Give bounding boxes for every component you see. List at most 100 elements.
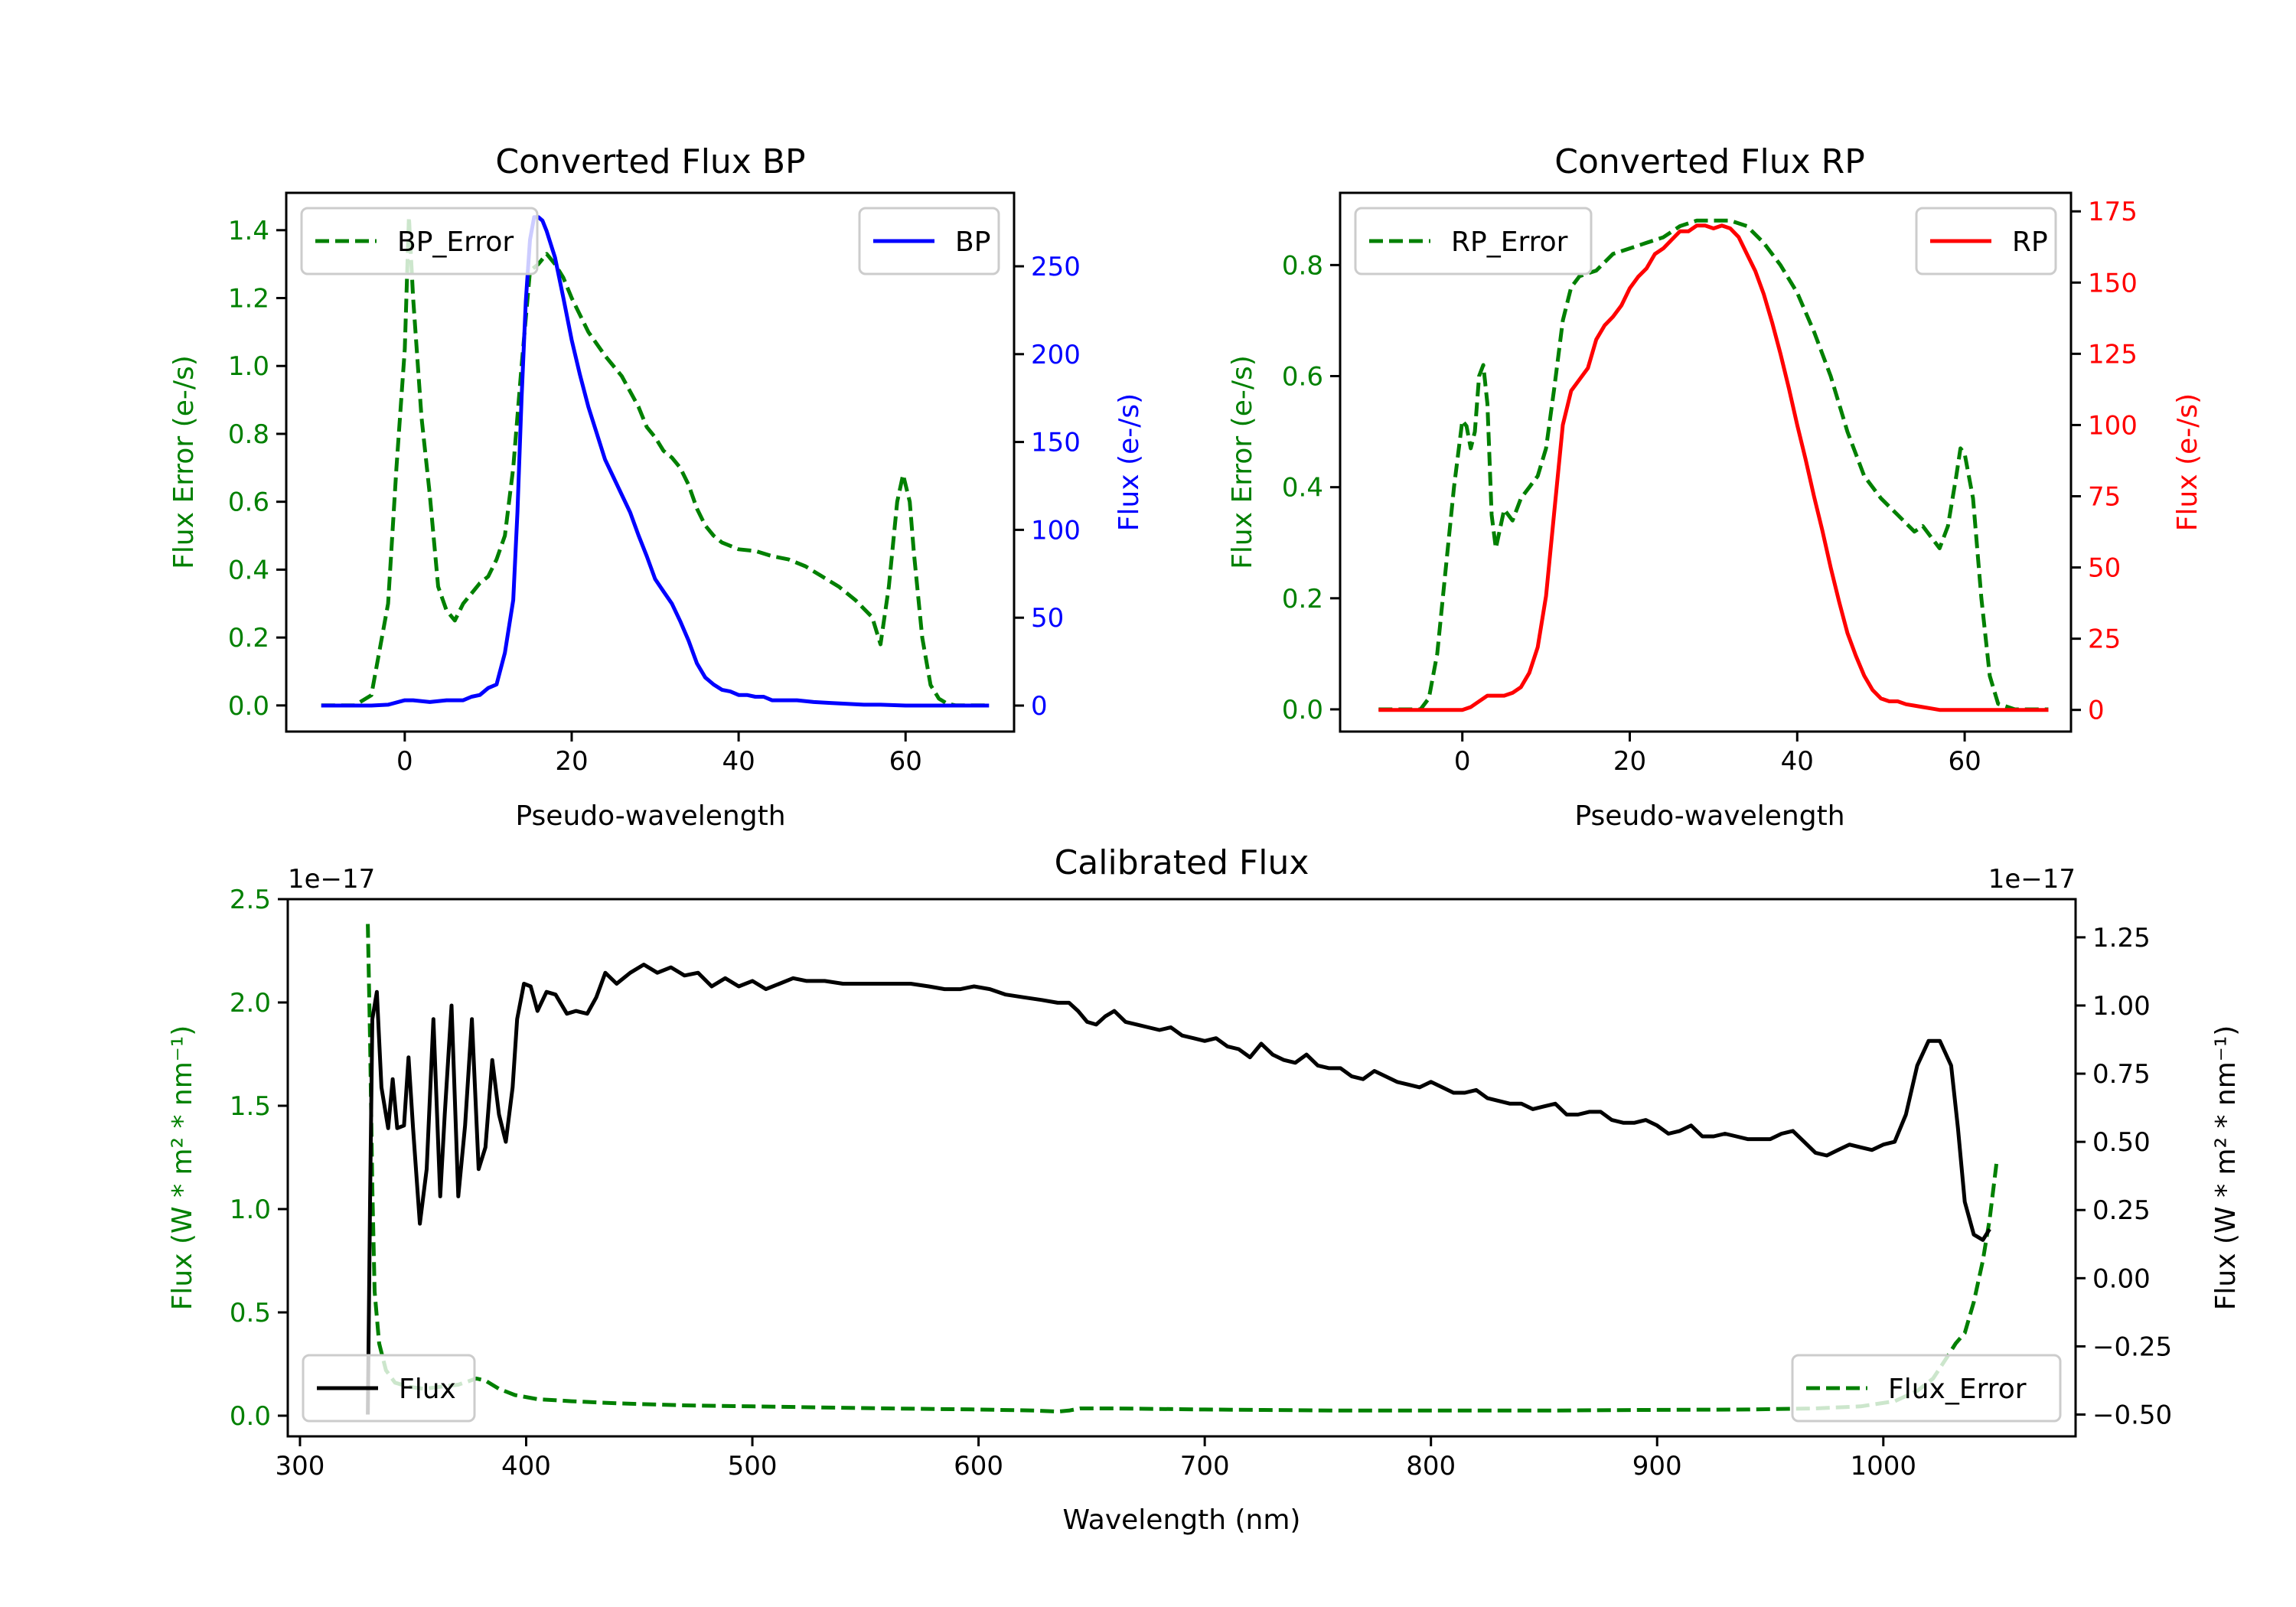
bp-legend-left: BP_Error <box>300 207 539 275</box>
rp-right-y-axis-label: Flux (e-/s) <box>2172 393 2203 531</box>
bp-right-y-tick-label: 150 <box>1031 428 1081 458</box>
calibrated-right-y-tick-label: −0.25 <box>2092 1332 2172 1362</box>
calibrated-right-y-tick-label: 0.75 <box>2092 1059 2151 1090</box>
calibrated-title: Calibrated Flux <box>1055 843 1309 882</box>
rp-x-tick-label: 20 <box>1613 746 1646 777</box>
calibrated-left-y-tick-label: 1.5 <box>230 1091 271 1122</box>
calibrated-right-y-tick-label: 0.25 <box>2092 1195 2151 1226</box>
rp-left-y-tick-label: 0.2 <box>1282 584 1323 614</box>
bp-left-y-tick-label: 0.6 <box>228 487 269 518</box>
rp-left-y-tick-label: 0.4 <box>1282 473 1323 504</box>
rp-subplot: Converted Flux RP 0 20 40 60 0.0 0.2 0.4 0.6 0.8… <box>1227 142 2203 832</box>
bp-right-y-axis-label: Flux (e-/s) <box>1114 393 1145 531</box>
rp-left-y-tick-label: 0.6 <box>1282 362 1323 393</box>
bp-subplot: Converted Flux BP 0 20 40 60 0.0 0.2 0.4 0.6 0.8… <box>168 142 1145 832</box>
bp-axes-frame <box>285 191 1016 733</box>
rp-line-rp <box>1378 223 2049 712</box>
bp-series-group <box>321 214 990 708</box>
calibrated-legend-left: Flux <box>302 1354 476 1423</box>
rp-right-y-tick-label: 75 <box>2088 481 2121 512</box>
rp-left-y-axis-label: Flux Error (e-/s) <box>1227 355 1258 569</box>
calibrated-x-tick-label: 1000 <box>1851 1451 1917 1482</box>
calibrated-right-y-tick-label: −0.50 <box>2092 1400 2172 1430</box>
rp-left-y-tick-label: 0.0 <box>1282 695 1323 725</box>
calibrated-plot-area: 300 400 500 600 700 800 900 1000 0.0 0.5 1.0 1.5 2.0… <box>230 885 2172 1482</box>
rp-line-rp-error <box>1378 218 2049 712</box>
bp-legend-right: BP <box>858 207 1000 275</box>
calibrated-axes-frame <box>286 898 2077 1438</box>
rp-right-y-tick-label: 0 <box>2088 696 2105 726</box>
rp-left-y-tick-label: 0.8 <box>1282 250 1323 281</box>
rp-x-tick-label: 60 <box>1948 746 1981 777</box>
bp-plot-area: 0 20 40 60 0.0 0.2 0.4 0.6 0.8 1.0 1.2 1.4 0 50 100 150… <box>228 191 1081 777</box>
bp-left-y-tick-label: 0.8 <box>228 419 269 450</box>
calibrated-right-y-tick-label: 1.00 <box>2092 991 2151 1022</box>
legend-box <box>1354 207 1593 275</box>
calibrated-x-tick-label: 800 <box>1406 1451 1456 1482</box>
rp-right-y-tick-label: 150 <box>2088 268 2138 298</box>
bp-right-y-tick-label: 0 <box>1031 691 1048 722</box>
calibrated-right-offset-label: 1e−17 <box>1988 864 2076 895</box>
legend-box <box>1791 1354 2062 1423</box>
bp-left-y-tick-label: 1.4 <box>228 216 269 246</box>
rp-right-y-tick-label: 50 <box>2088 553 2121 584</box>
calibrated-line-flux <box>366 963 1991 1415</box>
bp-x-tick-label: 60 <box>889 746 922 777</box>
calibrated-x-tick-label: 600 <box>954 1451 1003 1482</box>
bp-right-y-tick-label: 250 <box>1031 252 1081 282</box>
calibrated-x-tick-label: 500 <box>728 1451 778 1482</box>
rp-x-tick-label: 0 <box>1454 746 1471 777</box>
rp-x-tick-label: 40 <box>1781 746 1814 777</box>
rp-right-y-tick-label: 125 <box>2088 339 2138 370</box>
bp-left-y-tick-label: 1.2 <box>228 284 269 315</box>
bp-left-y-axis-label: Flux Error (e-/s) <box>168 355 200 569</box>
legend-label: BP <box>955 227 990 258</box>
calibrated-left-y-axis-label: Flux (W * m² * nm⁻¹) <box>167 1025 198 1311</box>
calibrated-right-y-axis-label: Flux (W * m² * nm⁻¹) <box>2210 1025 2242 1311</box>
calibrated-x-axis-label: Wavelength (nm) <box>1063 1504 1301 1536</box>
calibrated-x-tick-label: 400 <box>501 1451 551 1482</box>
bp-left-y-tick-label: 0.0 <box>228 691 269 722</box>
calibrated-x-tick-label: 900 <box>1632 1451 1682 1482</box>
bp-x-axis-label: Pseudo-wavelength <box>515 800 785 832</box>
bp-title: Converted Flux BP <box>495 142 805 181</box>
legend-label: RP_Error <box>1451 227 1568 258</box>
calibrated-right-y-tick-label: 0.00 <box>2092 1263 2151 1294</box>
rp-title: Converted Flux RP <box>1554 142 1865 181</box>
legend-label: RP <box>2012 227 2048 258</box>
bp-line-bp <box>321 215 990 708</box>
rp-right-y-tick-label: 175 <box>2088 197 2138 227</box>
calibrated-x-tick-label: 300 <box>276 1451 325 1482</box>
calibrated-left-y-tick-label: 0.0 <box>230 1401 271 1432</box>
calibrated-left-offset-label: 1e−17 <box>288 864 375 895</box>
rp-right-y-tick-label: 25 <box>2088 624 2121 655</box>
bp-x-tick-label: 0 <box>396 746 413 777</box>
calibrated-x-tick-label: 700 <box>1180 1451 1230 1482</box>
rp-axes-frame <box>1339 191 2073 733</box>
rp-right-y-tick-label: 100 <box>2088 410 2138 441</box>
bp-right-y-tick-label: 200 <box>1031 340 1081 370</box>
rp-legend-left: RP_Error <box>1354 207 1593 275</box>
calibrated-left-y-tick-label: 1.0 <box>230 1195 271 1225</box>
rp-series-group <box>1378 218 2049 712</box>
rp-plot-area: 0 20 40 60 0.0 0.2 0.4 0.6 0.8 0 25 50 75 100 125 150 17… <box>1282 191 2138 777</box>
calibrated-left-y-tick-label: 2.5 <box>230 885 271 915</box>
calibrated-left-y-tick-label: 2.0 <box>230 988 271 1019</box>
bp-x-tick-label: 40 <box>722 746 755 777</box>
rp-x-axis-label: Pseudo-wavelength <box>1574 800 1844 832</box>
legend-box <box>300 207 539 275</box>
bp-right-y-tick-label: 100 <box>1031 515 1081 546</box>
calibrated-legend-right: Flux_Error <box>1791 1354 2062 1423</box>
calibrated-right-y-tick-label: 0.50 <box>2092 1127 2151 1158</box>
bp-x-tick-label: 20 <box>555 746 588 777</box>
calibrated-right-y-tick-label: 1.25 <box>2092 923 2151 953</box>
bp-left-y-tick-label: 0.4 <box>228 555 269 585</box>
bp-right-y-tick-label: 50 <box>1031 603 1064 634</box>
rp-legend-right: RP <box>1915 207 2057 275</box>
legend-label: BP_Error <box>397 227 514 258</box>
legend-label: Flux <box>399 1374 456 1405</box>
legend-label: Flux_Error <box>1888 1374 2027 1405</box>
calibrated-subplot: Calibrated Flux 1e−17 1e−17 300 400 500 600… <box>167 843 2242 1536</box>
bp-left-y-tick-label: 0.2 <box>228 623 269 654</box>
